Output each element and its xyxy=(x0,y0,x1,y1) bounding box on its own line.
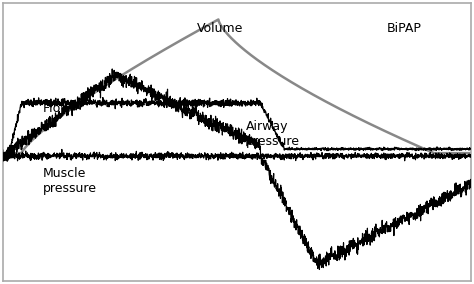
Text: Muscle
pressure: Muscle pressure xyxy=(43,167,97,195)
Text: Flow: Flow xyxy=(43,102,71,115)
Text: Airway
pressure: Airway pressure xyxy=(246,120,301,148)
Text: BiPAP: BiPAP xyxy=(387,22,422,35)
Text: Volume: Volume xyxy=(197,22,244,35)
